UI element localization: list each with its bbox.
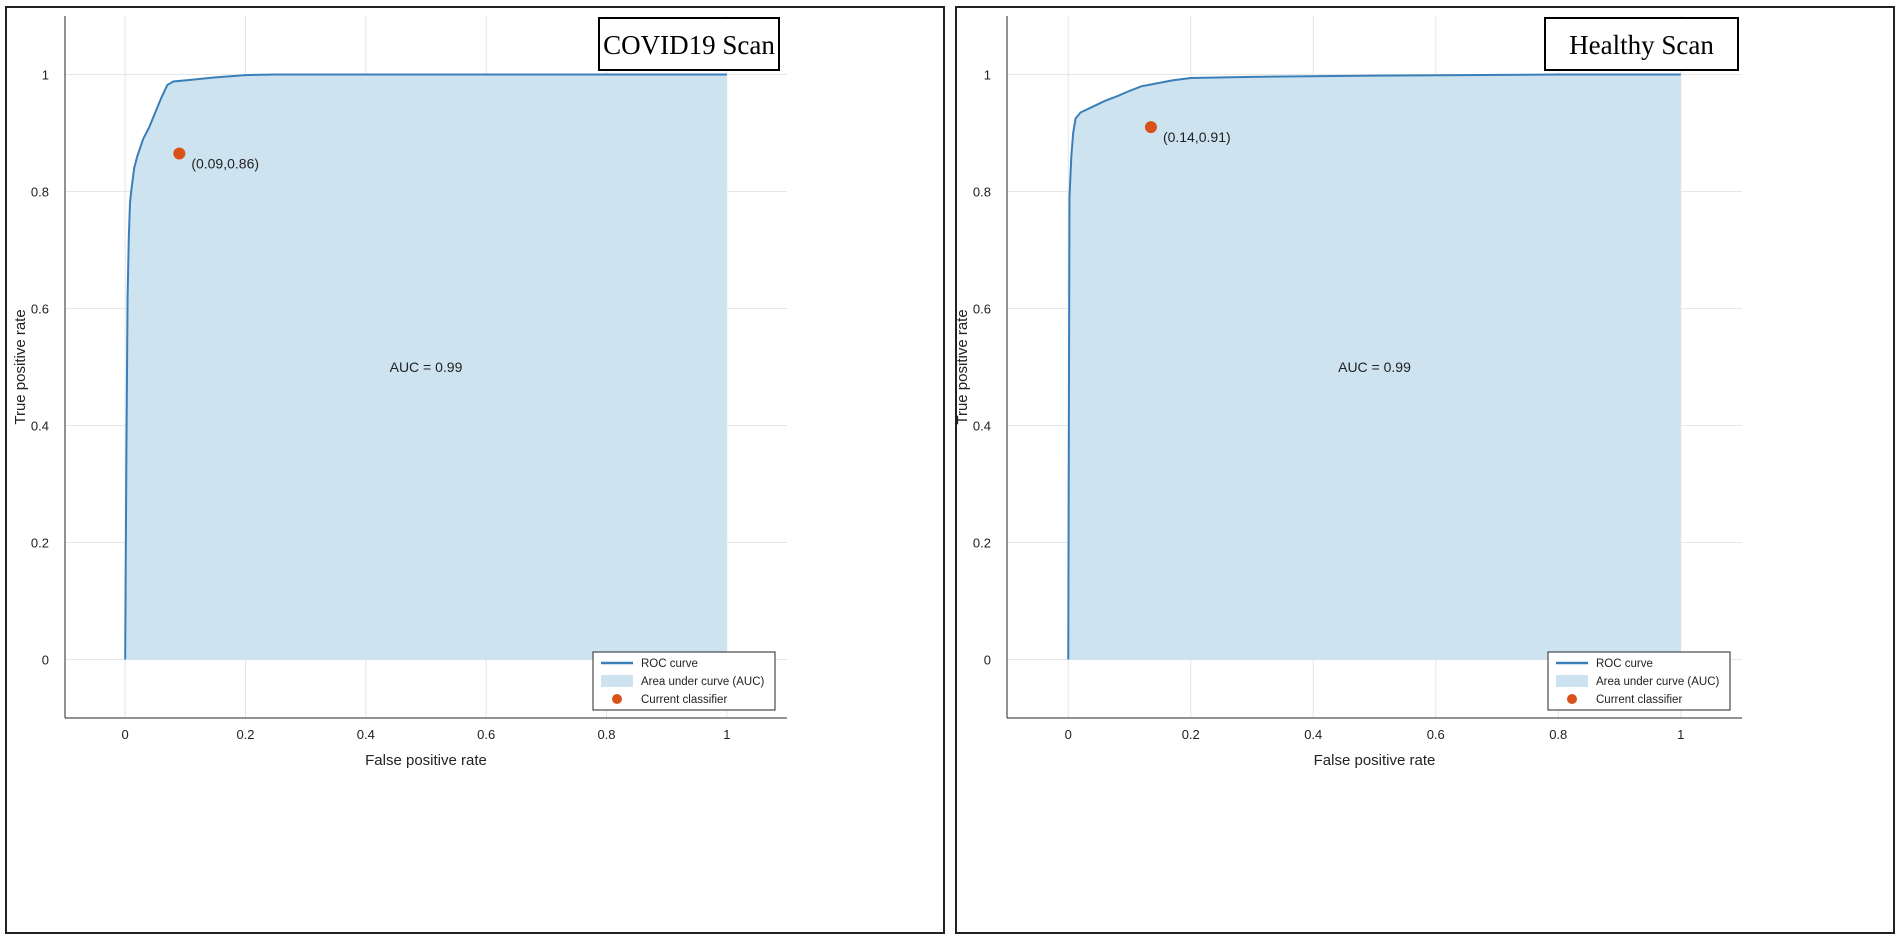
x-tick-label: 0.8: [597, 727, 615, 742]
chart-title: Healthy Scan: [1569, 30, 1714, 60]
title-box: [598, 17, 780, 71]
y-tick-label: 0.6: [31, 302, 49, 317]
x-tick-label: 0.6: [477, 727, 495, 742]
legend-swatch-auc: [601, 675, 633, 687]
x-axis-label: False positive rate: [1314, 752, 1436, 769]
legend-label: ROC curve: [1596, 658, 1653, 670]
y-axis-label: True positive rate: [12, 309, 29, 424]
y-tick-label: 1: [984, 68, 991, 83]
chart-panel-healthy: 0 0.2 0.4 0.6 0.8 1 0 0.2 0.4 0.6 0.8 1 False positi…: [954, 6, 1895, 934]
chart-panel-covid19: 0 0.2 0.4 0.6 0.8 1 0 0.2 0.4 0.6 0.8 1 False positi…: [5, 6, 945, 934]
y-tick-label: 0: [984, 653, 991, 668]
y-tick-label: 0.6: [973, 302, 991, 317]
roc-chart-covid19: 0 0.2 0.4 0.6 0.8 1 0 0.2 0.4 0.6 0.8 1 False positi…: [12, 16, 787, 769]
auc-area: [125, 74, 727, 660]
x-tick-label: 0.2: [236, 727, 254, 742]
y-tick-label: 0.8: [973, 185, 991, 200]
current-classifier-label: (0.14,0.91): [1163, 129, 1231, 145]
y-tick-label: 0: [42, 653, 49, 668]
x-tick-label: 0.4: [357, 727, 375, 742]
y-tick-label: 0.4: [31, 419, 49, 434]
legend-label: Area under curve (AUC): [641, 676, 765, 688]
x-tick-label: 0.8: [1549, 727, 1567, 742]
legend-swatch-auc: [1556, 675, 1588, 687]
legend-label: ROC curve: [641, 658, 698, 670]
x-tick-label: 0.2: [1182, 727, 1200, 742]
auc-area: [1068, 74, 1681, 660]
current-classifier-label: (0.09,0.86): [191, 155, 259, 171]
legend-label: Area under curve (AUC): [1596, 676, 1720, 688]
legend-label: Current classifier: [641, 694, 727, 706]
roc-chart-healthy: 0 0.2 0.4 0.6 0.8 1 0 0.2 0.4 0.6 0.8 1 False positi…: [954, 16, 1742, 769]
x-axis-label: False positive rate: [365, 752, 487, 769]
y-tick-label: 0.4: [973, 419, 991, 434]
auc-annotation: AUC = 0.99: [1338, 359, 1411, 375]
auc-annotation: AUC = 0.99: [390, 359, 463, 375]
x-tick-label: 0.4: [1304, 727, 1322, 742]
roc-curve-line: [1067, 73, 1681, 660]
roc-curve-line: [124, 73, 727, 660]
x-tick-label: 1: [723, 727, 730, 742]
legend-label: Current classifier: [1596, 694, 1682, 706]
legend-swatch-classifier: [612, 694, 622, 704]
title-box: [1544, 17, 1739, 71]
y-tick-label: 0.8: [31, 185, 49, 200]
x-tick-label: 0.6: [1427, 727, 1445, 742]
y-tick-label: 0.2: [973, 536, 991, 551]
y-tick-label: 0.2: [31, 536, 49, 551]
y-axis-label: True positive rate: [954, 309, 971, 424]
x-tick-label: 1: [1677, 727, 1684, 742]
current-classifier-point: [1144, 121, 1157, 134]
y-tick-label: 1: [42, 68, 49, 83]
x-tick-label: 0: [1065, 727, 1072, 742]
current-classifier-point: [173, 147, 186, 160]
chart-title: COVID19 Scan: [603, 30, 775, 60]
x-tick-label: 0: [122, 727, 129, 742]
legend-swatch-classifier: [1567, 694, 1577, 704]
